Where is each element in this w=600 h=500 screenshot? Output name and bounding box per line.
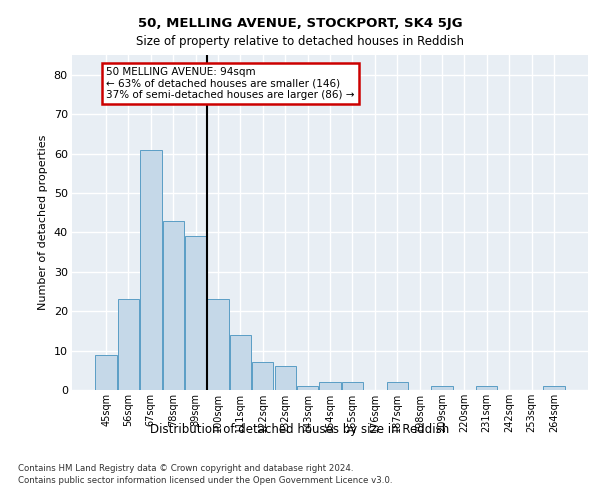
Text: 50 MELLING AVENUE: 94sqm
← 63% of detached houses are smaller (146)
37% of semi-: 50 MELLING AVENUE: 94sqm ← 63% of detach… xyxy=(106,67,355,100)
Bar xyxy=(118,300,139,390)
Bar xyxy=(252,362,274,390)
Bar xyxy=(297,386,318,390)
Text: Contains public sector information licensed under the Open Government Licence v3: Contains public sector information licen… xyxy=(18,476,392,485)
Bar xyxy=(275,366,296,390)
Bar xyxy=(342,382,363,390)
Text: 50, MELLING AVENUE, STOCKPORT, SK4 5JG: 50, MELLING AVENUE, STOCKPORT, SK4 5JG xyxy=(137,18,463,30)
Bar xyxy=(163,220,184,390)
Bar xyxy=(319,382,341,390)
Y-axis label: Number of detached properties: Number of detached properties xyxy=(38,135,48,310)
Text: Contains HM Land Registry data © Crown copyright and database right 2024.: Contains HM Land Registry data © Crown c… xyxy=(18,464,353,473)
Text: Size of property relative to detached houses in Reddish: Size of property relative to detached ho… xyxy=(136,35,464,48)
Bar xyxy=(185,236,206,390)
Bar xyxy=(230,335,251,390)
Bar xyxy=(543,386,565,390)
Bar xyxy=(476,386,497,390)
Bar xyxy=(386,382,408,390)
Bar xyxy=(95,354,117,390)
Bar xyxy=(208,300,229,390)
Bar xyxy=(140,150,161,390)
Bar xyxy=(431,386,452,390)
Text: Distribution of detached houses by size in Reddish: Distribution of detached houses by size … xyxy=(151,422,449,436)
